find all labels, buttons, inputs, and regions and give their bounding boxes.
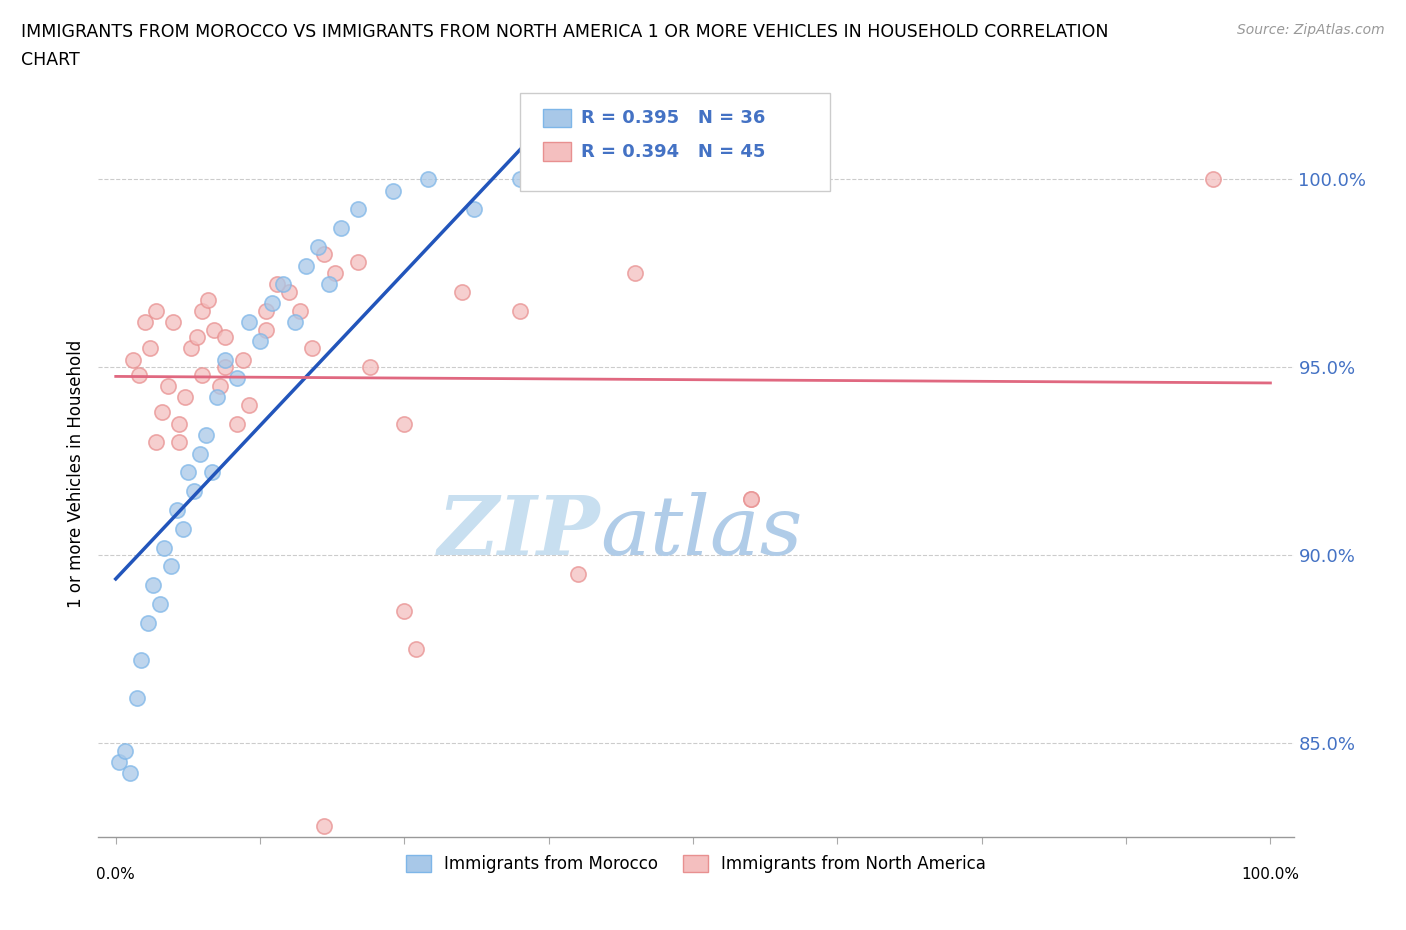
Point xyxy=(613,172,636,187)
Point xyxy=(329,220,352,235)
Point xyxy=(200,465,222,480)
Point xyxy=(167,416,190,431)
Point xyxy=(740,491,762,506)
Point xyxy=(451,285,474,299)
Point xyxy=(254,322,277,337)
Point xyxy=(416,172,439,187)
Point xyxy=(166,502,188,517)
Point xyxy=(740,491,762,506)
Point xyxy=(108,754,131,769)
Point xyxy=(271,277,294,292)
Point xyxy=(323,266,346,281)
Point xyxy=(509,303,531,318)
Point xyxy=(381,183,404,198)
Point xyxy=(150,405,173,419)
Point xyxy=(174,390,197,405)
Text: R = 0.395   N = 36: R = 0.395 N = 36 xyxy=(581,109,765,127)
Point xyxy=(260,296,283,311)
Point xyxy=(624,266,647,281)
Point xyxy=(226,371,249,386)
Point xyxy=(197,292,219,307)
Point xyxy=(567,566,589,581)
Point xyxy=(208,379,231,393)
Point xyxy=(134,314,156,329)
Point xyxy=(129,653,152,668)
Point xyxy=(214,329,236,344)
Point xyxy=(172,522,194,537)
Point xyxy=(167,435,190,450)
Point xyxy=(295,259,318,273)
Point xyxy=(238,314,260,329)
Point xyxy=(394,416,416,431)
Point xyxy=(278,285,301,299)
Point xyxy=(125,690,148,705)
Point xyxy=(207,390,229,405)
Point xyxy=(139,341,162,356)
Point xyxy=(136,616,159,631)
Point xyxy=(226,416,249,431)
Text: R = 0.394   N = 45: R = 0.394 N = 45 xyxy=(581,142,765,161)
Point xyxy=(347,255,370,270)
Point xyxy=(188,446,211,461)
Point xyxy=(191,303,214,318)
Point xyxy=(156,379,179,393)
Point xyxy=(254,303,277,318)
Point xyxy=(191,367,214,382)
Text: CHART: CHART xyxy=(21,51,80,69)
Point xyxy=(509,172,531,187)
Point xyxy=(284,314,307,329)
Point xyxy=(122,352,145,367)
Point xyxy=(394,604,416,619)
Text: Source: ZipAtlas.com: Source: ZipAtlas.com xyxy=(1237,23,1385,37)
Point xyxy=(153,540,176,555)
Point xyxy=(249,334,271,349)
Point xyxy=(214,360,236,375)
Point xyxy=(145,435,167,450)
Point xyxy=(214,352,236,367)
Point xyxy=(177,465,200,480)
Point xyxy=(118,765,141,780)
Point xyxy=(728,172,751,187)
Point xyxy=(405,642,427,657)
Point xyxy=(312,247,335,262)
Point xyxy=(183,484,205,498)
Point xyxy=(232,352,254,367)
Point xyxy=(312,818,335,833)
Point xyxy=(307,239,329,254)
Point xyxy=(149,596,172,611)
Text: IMMIGRANTS FROM MOROCCO VS IMMIGRANTS FROM NORTH AMERICA 1 OR MORE VEHICLES IN H: IMMIGRANTS FROM MOROCCO VS IMMIGRANTS FR… xyxy=(21,23,1108,41)
Point xyxy=(145,303,167,318)
Point xyxy=(128,367,150,382)
Point xyxy=(180,341,202,356)
Point xyxy=(318,277,340,292)
Point xyxy=(162,314,184,329)
Point xyxy=(266,277,288,292)
Text: 0.0%: 0.0% xyxy=(97,867,135,882)
Point xyxy=(142,578,165,592)
Point xyxy=(202,322,225,337)
Point xyxy=(160,559,183,574)
Point xyxy=(194,428,217,443)
Point xyxy=(1202,172,1225,187)
Point xyxy=(359,360,381,375)
Point xyxy=(290,303,312,318)
Point xyxy=(238,397,260,412)
Point xyxy=(301,341,323,356)
Y-axis label: 1 or more Vehicles in Household: 1 or more Vehicles in Household xyxy=(66,340,84,608)
Text: 100.0%: 100.0% xyxy=(1241,867,1299,882)
Point xyxy=(347,202,370,217)
Legend: Immigrants from Morocco, Immigrants from North America: Immigrants from Morocco, Immigrants from… xyxy=(399,848,993,880)
Point xyxy=(114,743,136,758)
Text: ZIP: ZIP xyxy=(437,492,600,572)
Text: atlas: atlas xyxy=(600,492,803,572)
Point xyxy=(463,202,485,217)
Point xyxy=(186,329,208,344)
